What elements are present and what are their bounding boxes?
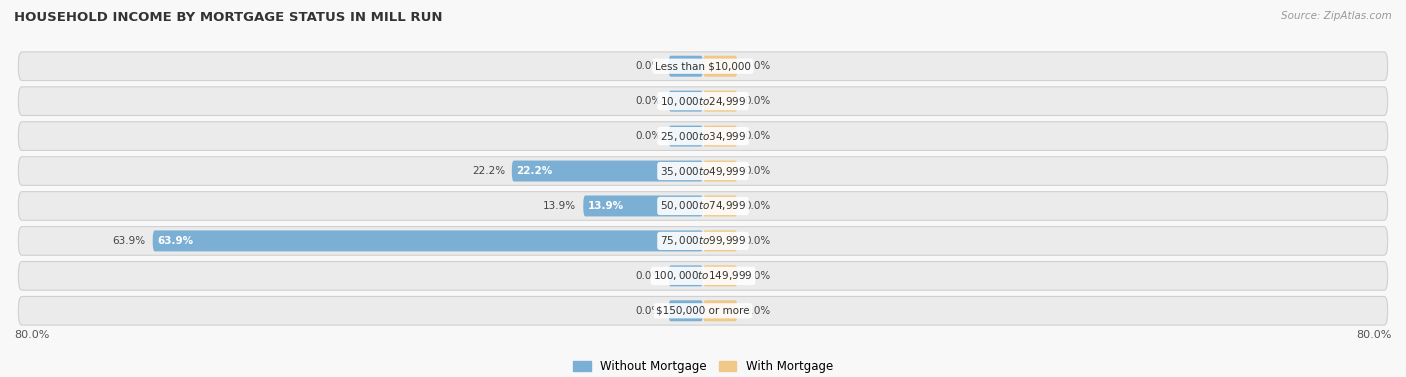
FancyBboxPatch shape — [703, 126, 738, 147]
Text: 0.0%: 0.0% — [744, 96, 770, 106]
Text: $150,000 or more: $150,000 or more — [657, 306, 749, 316]
FancyBboxPatch shape — [18, 262, 1388, 290]
Text: 0.0%: 0.0% — [636, 271, 662, 281]
Text: $10,000 to $24,999: $10,000 to $24,999 — [659, 95, 747, 108]
FancyBboxPatch shape — [703, 196, 738, 216]
FancyBboxPatch shape — [669, 126, 703, 147]
Text: 80.0%: 80.0% — [14, 330, 49, 340]
FancyBboxPatch shape — [669, 265, 703, 287]
Text: 0.0%: 0.0% — [744, 131, 770, 141]
Text: 63.9%: 63.9% — [112, 236, 146, 246]
Legend: Without Mortgage, With Mortgage: Without Mortgage, With Mortgage — [568, 355, 838, 377]
Text: $100,000 to $149,999: $100,000 to $149,999 — [654, 269, 752, 282]
FancyBboxPatch shape — [703, 230, 738, 251]
Text: 0.0%: 0.0% — [636, 306, 662, 316]
FancyBboxPatch shape — [18, 157, 1388, 185]
Text: 13.9%: 13.9% — [588, 201, 624, 211]
FancyBboxPatch shape — [18, 122, 1388, 150]
FancyBboxPatch shape — [703, 90, 738, 112]
Text: 0.0%: 0.0% — [636, 61, 662, 71]
FancyBboxPatch shape — [18, 296, 1388, 325]
FancyBboxPatch shape — [18, 227, 1388, 255]
Text: 0.0%: 0.0% — [744, 306, 770, 316]
FancyBboxPatch shape — [669, 300, 703, 321]
FancyBboxPatch shape — [669, 56, 703, 77]
FancyBboxPatch shape — [703, 161, 738, 181]
FancyBboxPatch shape — [703, 265, 738, 287]
Text: $50,000 to $74,999: $50,000 to $74,999 — [659, 199, 747, 213]
Text: HOUSEHOLD INCOME BY MORTGAGE STATUS IN MILL RUN: HOUSEHOLD INCOME BY MORTGAGE STATUS IN M… — [14, 11, 443, 24]
Text: 0.0%: 0.0% — [636, 131, 662, 141]
Text: 0.0%: 0.0% — [744, 166, 770, 176]
FancyBboxPatch shape — [703, 56, 738, 77]
FancyBboxPatch shape — [583, 196, 703, 216]
Text: 22.2%: 22.2% — [516, 166, 553, 176]
FancyBboxPatch shape — [18, 52, 1388, 81]
Text: $75,000 to $99,999: $75,000 to $99,999 — [659, 234, 747, 247]
Text: 0.0%: 0.0% — [744, 271, 770, 281]
FancyBboxPatch shape — [669, 90, 703, 112]
Text: 0.0%: 0.0% — [636, 96, 662, 106]
Text: $35,000 to $49,999: $35,000 to $49,999 — [659, 164, 747, 178]
Text: 0.0%: 0.0% — [744, 236, 770, 246]
FancyBboxPatch shape — [512, 161, 703, 181]
Text: Source: ZipAtlas.com: Source: ZipAtlas.com — [1281, 11, 1392, 21]
Text: $25,000 to $34,999: $25,000 to $34,999 — [659, 130, 747, 143]
Text: 0.0%: 0.0% — [744, 61, 770, 71]
FancyBboxPatch shape — [703, 300, 738, 321]
FancyBboxPatch shape — [18, 87, 1388, 115]
Text: 22.2%: 22.2% — [472, 166, 505, 176]
FancyBboxPatch shape — [18, 192, 1388, 220]
Text: 13.9%: 13.9% — [543, 201, 576, 211]
Text: 80.0%: 80.0% — [1357, 330, 1392, 340]
FancyBboxPatch shape — [153, 230, 703, 251]
Text: 0.0%: 0.0% — [744, 201, 770, 211]
Text: 63.9%: 63.9% — [157, 236, 193, 246]
Text: Less than $10,000: Less than $10,000 — [655, 61, 751, 71]
